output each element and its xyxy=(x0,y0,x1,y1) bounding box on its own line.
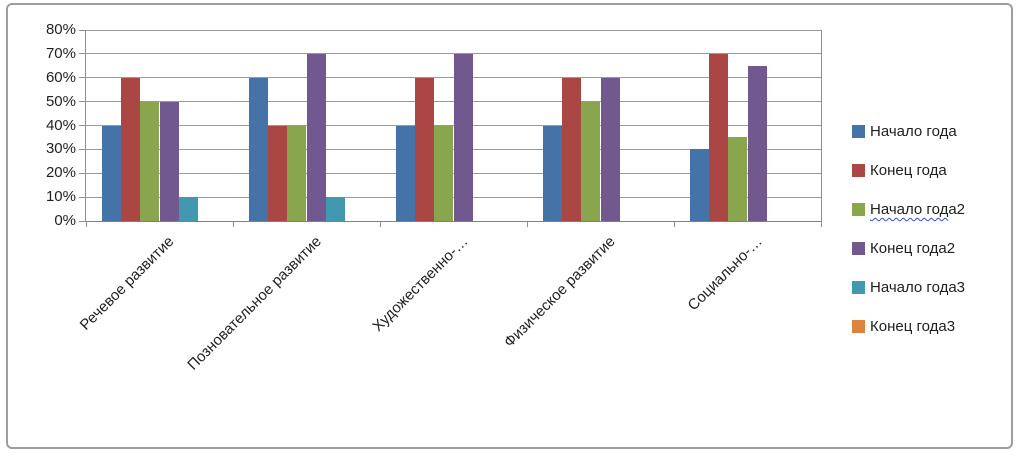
legend-marker-icon xyxy=(852,281,865,294)
bar-series1-cat4[interactable] xyxy=(542,125,563,221)
bar-series4-cat4[interactable] xyxy=(600,77,620,221)
x-axis-tick xyxy=(820,221,822,227)
bar-series2-cat5[interactable] xyxy=(709,53,729,221)
bar-series4-cat5[interactable] xyxy=(747,65,767,221)
legend-marker-icon xyxy=(852,242,865,255)
bar-series4-cat2[interactable] xyxy=(306,53,326,221)
bar-series4-cat1[interactable] xyxy=(159,101,179,221)
x-axis-tick xyxy=(673,221,675,227)
y-axis-tick xyxy=(79,125,86,126)
x-axis-tick xyxy=(526,221,528,227)
legend-label: Конец года3 xyxy=(870,318,956,335)
legend-item-5[interactable]: Начало года3 xyxy=(852,268,965,307)
x-axis-tick xyxy=(379,221,381,227)
y-axis-tick xyxy=(79,77,86,79)
y-axis-tick xyxy=(79,196,86,198)
y-axis-tick xyxy=(79,101,86,103)
bar-series4-cat3[interactable] xyxy=(453,53,473,221)
legend-label: Начало года2 xyxy=(870,201,966,218)
legend-label: Конец года xyxy=(870,162,947,179)
legend-marker-icon xyxy=(852,320,865,333)
legend-label: Конец года2 xyxy=(870,240,956,257)
bar-series3-cat2[interactable] xyxy=(287,125,307,221)
legend-marker-icon xyxy=(852,125,865,138)
y-axis-tick xyxy=(79,53,86,55)
y-axis-label-40%: 40% xyxy=(45,116,76,134)
legend-label: Начало года3 xyxy=(870,279,966,296)
y-axis-label-80%: 80% xyxy=(45,21,76,38)
y-axis-label-20%: 20% xyxy=(45,164,76,182)
legend-marker-icon xyxy=(852,164,865,177)
legend-item-3[interactable]: Начало года2 xyxy=(852,190,965,229)
bar-series2-cat2[interactable] xyxy=(268,125,288,221)
y-axis-label-0%: 0% xyxy=(54,212,76,229)
legend-item-6[interactable]: Конец года3 xyxy=(852,307,965,346)
y-axis-label-30%: 30% xyxy=(45,140,76,158)
bar-series2-cat1[interactable] xyxy=(121,77,141,221)
y-axis-tick xyxy=(79,172,86,174)
plot-area xyxy=(79,29,822,227)
bar-series1-cat1[interactable] xyxy=(101,125,122,221)
y-axis-tick xyxy=(79,148,86,150)
legend-item-4[interactable]: Конец года2 xyxy=(852,229,965,268)
legend-label: Начало года xyxy=(870,123,957,140)
bar-series1-cat2[interactable] xyxy=(248,77,269,221)
y-axis-label-50%: 50% xyxy=(45,92,76,110)
bar-series3-cat4[interactable] xyxy=(581,101,601,221)
x-axis-tick xyxy=(232,221,234,227)
legend-item-2[interactable]: Конец года xyxy=(852,151,965,190)
y-axis-label-10%: 10% xyxy=(45,188,76,206)
x-axis-tick xyxy=(85,221,87,227)
bar-series2-cat4[interactable] xyxy=(562,77,582,221)
bar-series1-cat5[interactable] xyxy=(689,149,710,221)
y-axis-tick xyxy=(79,29,86,31)
bar-series3-cat3[interactable] xyxy=(434,125,454,221)
gridline-80% xyxy=(86,29,821,31)
bar-series5-cat2[interactable] xyxy=(325,197,345,221)
legend-marker-icon xyxy=(852,203,865,216)
legend-item-1[interactable]: Начало года xyxy=(852,112,965,151)
bar-series2-cat3[interactable] xyxy=(415,77,435,221)
y-axis-label-60%: 60% xyxy=(45,68,76,86)
bar-series3-cat5[interactable] xyxy=(728,137,748,221)
spellcheck-squiggle-text: Начало год xyxy=(870,201,949,218)
bar-series5-cat1[interactable] xyxy=(178,197,198,221)
bar-series1-cat3[interactable] xyxy=(395,125,416,221)
y-axis-tick xyxy=(79,220,86,222)
y-axis-label-70%: 70% xyxy=(45,44,76,62)
bar-series3-cat1[interactable] xyxy=(140,101,160,221)
legend: Начало года Конец года Начало года2 Конец г… xyxy=(852,112,965,346)
